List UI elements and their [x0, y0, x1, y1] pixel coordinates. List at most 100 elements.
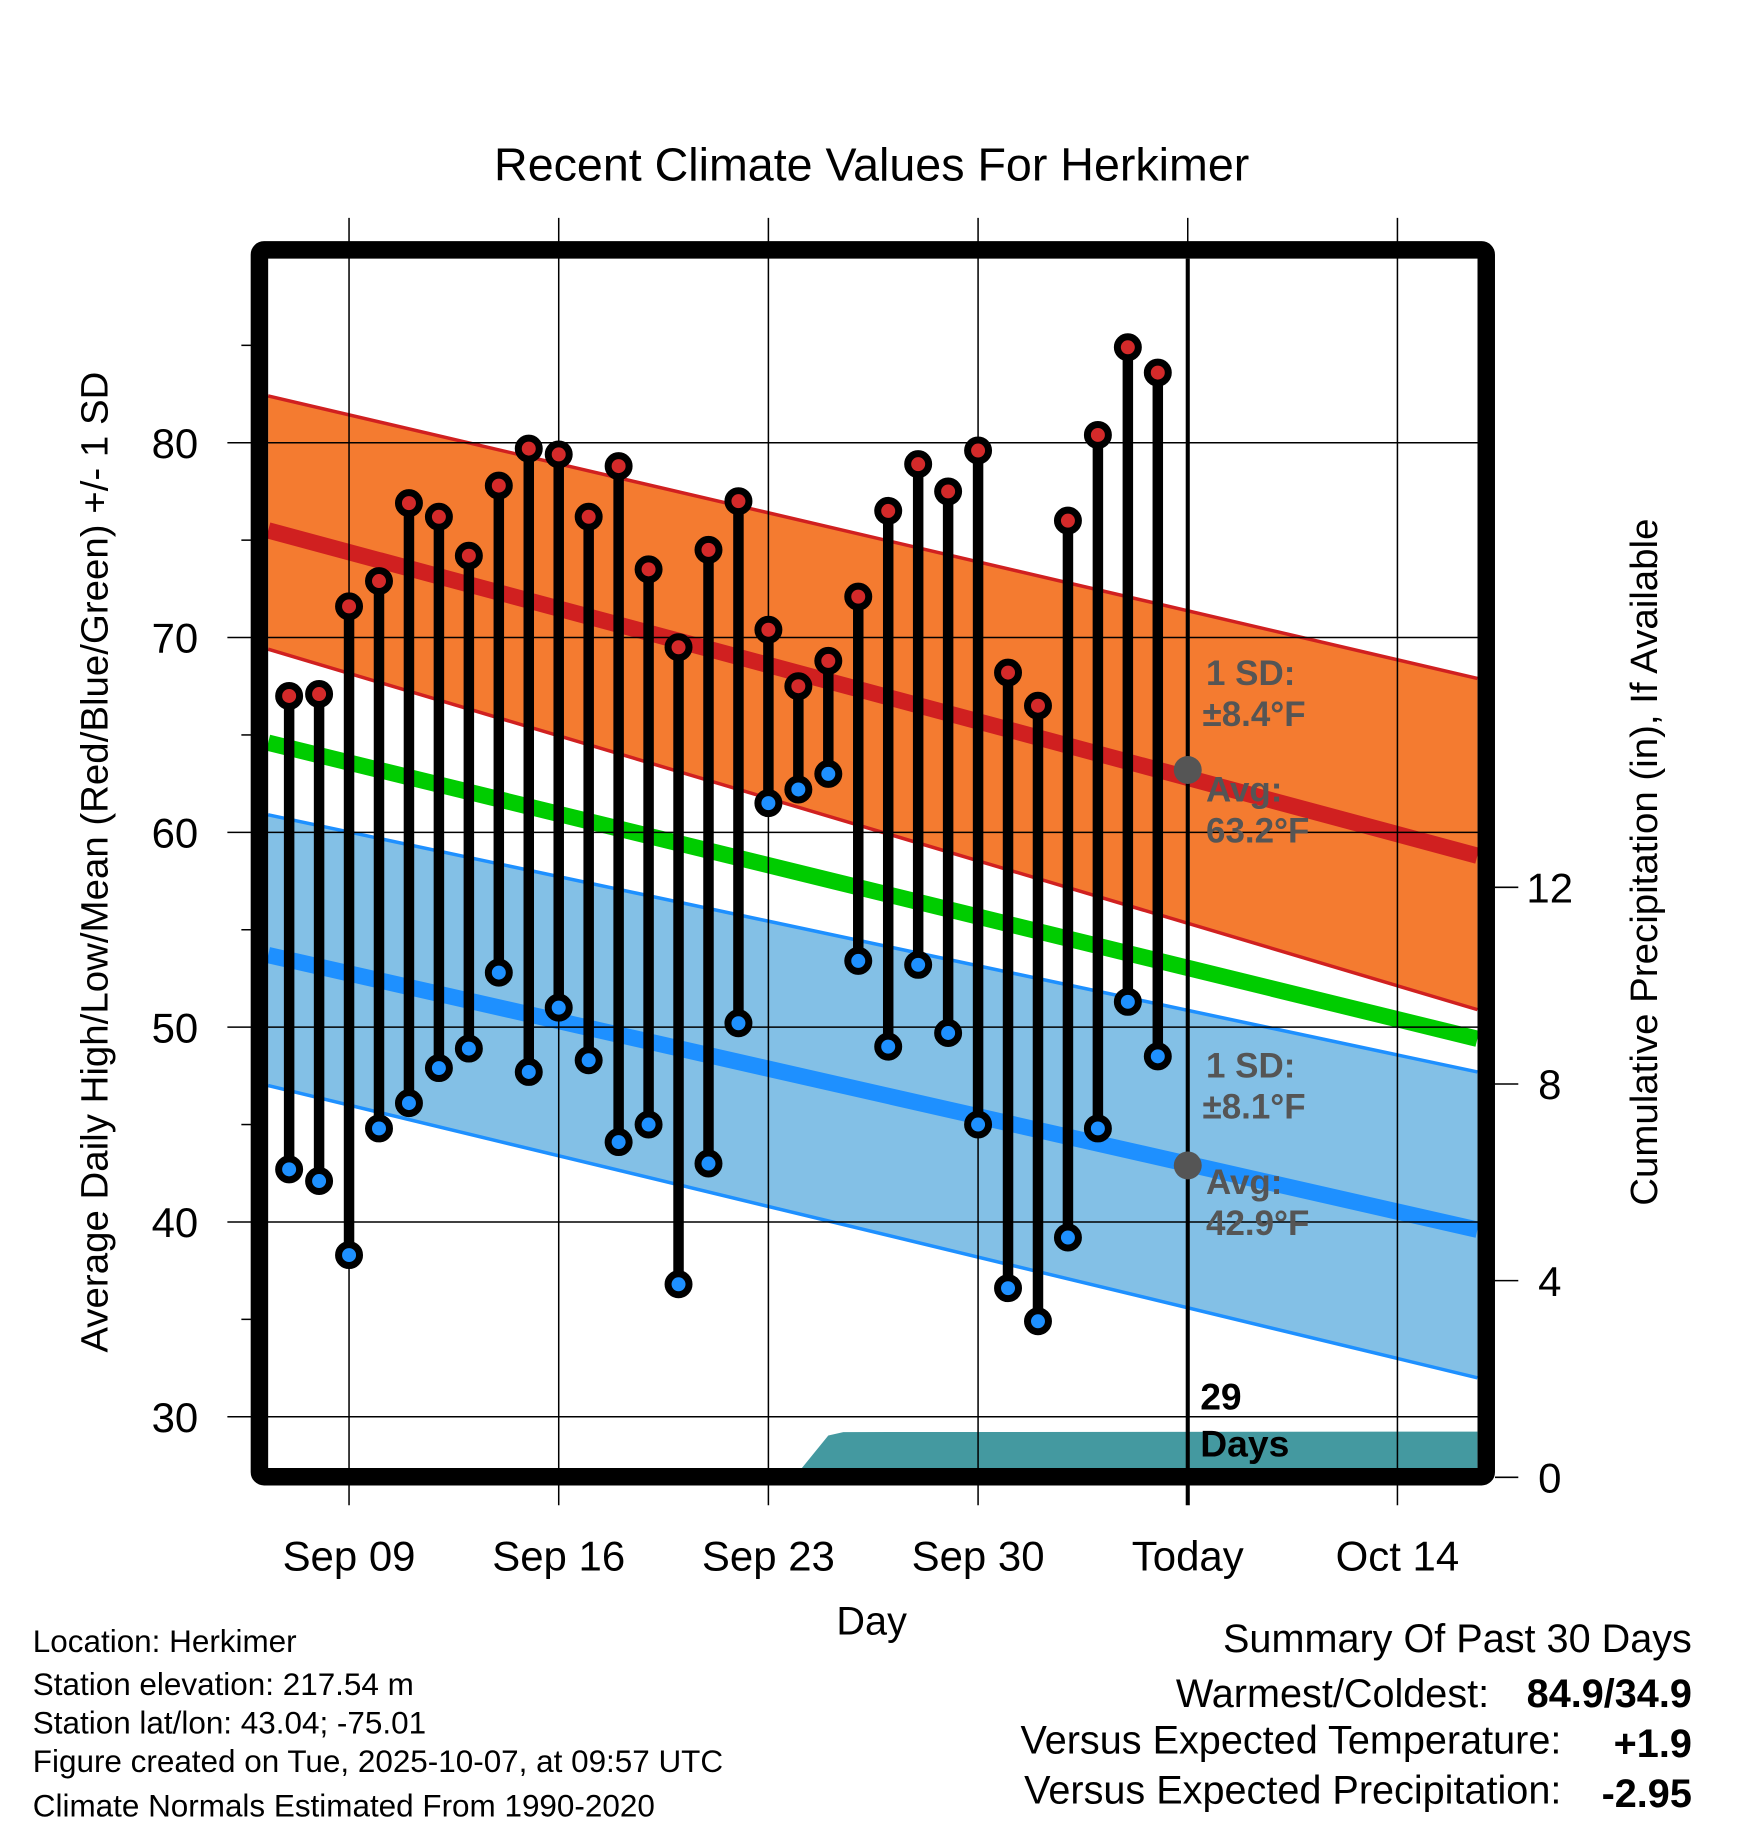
x-axis-label: Day — [836, 1600, 907, 1644]
plot-frame — [250, 241, 1495, 1486]
high-avg-value: 63.2°F — [1206, 811, 1309, 850]
daily-high-point — [814, 646, 843, 675]
warmest-coldest-label: Warmest/Coldest: — [1176, 1672, 1489, 1716]
daily-high-point — [664, 633, 693, 662]
footer-location: Location: Herkimer — [33, 1624, 297, 1659]
y2-axis-label: Cumulative Precipitation (in), If Availa… — [1623, 519, 1666, 1206]
daily-low-point — [814, 759, 843, 788]
daily-low-point — [454, 1034, 483, 1063]
y-axis-label: Average Daily High/Low/Mean (Red/Blue/Gr… — [73, 372, 116, 1353]
y2-tick-label: 0 — [1538, 1454, 1561, 1501]
daily-high-point — [964, 436, 993, 465]
summary-title: Summary Of Past 30 Days — [1223, 1617, 1692, 1661]
footer-elevation: Station elevation: 217.54 m — [33, 1667, 414, 1702]
daily-low-point — [365, 1114, 393, 1143]
days-label: Days — [1200, 1422, 1289, 1464]
daily-high-point — [784, 672, 813, 701]
low-sd-label: 1 SD: — [1206, 1047, 1295, 1086]
daily-low-point — [484, 958, 513, 987]
low-avg-value: 42.9°F — [1206, 1204, 1309, 1243]
daily-high-point — [934, 477, 963, 506]
daily-high-point — [754, 615, 783, 644]
daily-low-point — [994, 1274, 1023, 1303]
today-high-avg-marker — [1173, 756, 1202, 784]
daily-low-point — [1083, 1114, 1112, 1143]
daily-low-point — [335, 1241, 364, 1270]
temp-departure-label: Versus Expected Temperature: — [1020, 1718, 1561, 1762]
high-sd-label: 1 SD: — [1206, 654, 1295, 693]
y2-tick-label: 4 — [1538, 1258, 1561, 1305]
daily-high-point — [874, 496, 903, 525]
daily-high-point — [335, 592, 364, 621]
daily-low-point — [664, 1270, 693, 1299]
high-sd-value: ±8.4°F — [1203, 695, 1306, 734]
today-low-avg-marker — [1173, 1151, 1202, 1180]
daily-low-point — [784, 775, 813, 804]
daily-high-point — [484, 471, 513, 500]
daily-high-point — [604, 452, 633, 481]
temp-departure-value: +1.9 — [1614, 1722, 1692, 1766]
y-tick-label: 40 — [152, 1199, 199, 1246]
daily-low-point — [275, 1155, 304, 1184]
daily-low-point — [754, 789, 783, 818]
footer-created: Figure created on Tue, 2025-10-07, at 09… — [33, 1744, 723, 1779]
daily-low-point — [874, 1032, 903, 1061]
low-avg-label: Avg: — [1206, 1163, 1282, 1202]
x-tick-label: Oct 14 — [1336, 1533, 1460, 1580]
footer-latlon: Station lat/lon: 43.04; -75.01 — [33, 1706, 426, 1741]
daily-high-point — [844, 582, 873, 611]
daily-high-point — [574, 502, 603, 531]
daily-low-point — [1113, 987, 1142, 1016]
daily-low-point — [514, 1057, 543, 1086]
daily-high-point — [994, 658, 1023, 687]
daily-high-point — [394, 489, 423, 518]
y-tick-label: 80 — [152, 420, 199, 467]
daily-high-point — [275, 681, 304, 710]
daily-low-point — [1143, 1042, 1172, 1071]
daily-low-point — [934, 1019, 963, 1047]
daily-low-point — [964, 1110, 993, 1139]
y2-tick-label: 12 — [1526, 864, 1573, 911]
plot-area: 30 40 50 60 70 80 0 4 8 12 Sep 09 Sep 16 Sep 23 Sep 3… — [152, 217, 1573, 1580]
x-tick-label: Sep 30 — [912, 1533, 1045, 1580]
daily-low-point — [544, 993, 573, 1022]
y-tick-label: 70 — [152, 615, 199, 662]
low-sd-value: ±8.1°F — [1203, 1087, 1306, 1126]
daily-high-point — [514, 434, 543, 463]
daily-low-point — [724, 1009, 753, 1038]
daily-low-point — [634, 1110, 663, 1139]
daily-high-point — [1113, 333, 1142, 362]
x-tick-label: Sep 09 — [283, 1533, 416, 1580]
daily-low-point — [574, 1046, 603, 1075]
daily-low-point — [424, 1054, 453, 1083]
x-tick-label: Today — [1132, 1533, 1244, 1580]
daily-high-point — [454, 541, 483, 570]
daily-low-point — [1024, 1307, 1052, 1336]
low-band-lower-edge — [267, 1083, 1478, 1380]
daily-low-point — [604, 1128, 633, 1157]
warmest-coldest-value: 84.9/34.9 — [1527, 1672, 1692, 1716]
chart-title: Recent Climate Values For Herkimer — [494, 139, 1249, 191]
daily-high-point — [724, 487, 753, 516]
y-tick-label: 30 — [152, 1394, 199, 1441]
precip-area — [268, 1431, 1478, 1478]
precip-departure-value: -2.95 — [1602, 1772, 1692, 1816]
daily-high-point — [544, 440, 573, 469]
high-sd-band — [268, 395, 1478, 1010]
y-tick-label: 60 — [152, 809, 199, 856]
x-tick-label: Sep 16 — [492, 1533, 625, 1580]
high-avg-label: Avg: — [1206, 771, 1282, 810]
daily-high-point — [1024, 691, 1052, 720]
daily-low-point — [394, 1089, 423, 1118]
precip-departure-label: Versus Expected Precipitation: — [1024, 1769, 1561, 1813]
daily-low-point — [844, 946, 873, 975]
x-tick-label: Sep 23 — [702, 1533, 835, 1580]
daily-high-point — [424, 502, 453, 531]
daily-high-point — [1053, 506, 1082, 535]
y2-tick-label: 8 — [1538, 1061, 1561, 1108]
days-count: 29 — [1200, 1376, 1241, 1418]
daily-low-point — [904, 950, 933, 979]
daily-low-point — [1053, 1223, 1082, 1252]
daily-high-point — [365, 567, 393, 596]
